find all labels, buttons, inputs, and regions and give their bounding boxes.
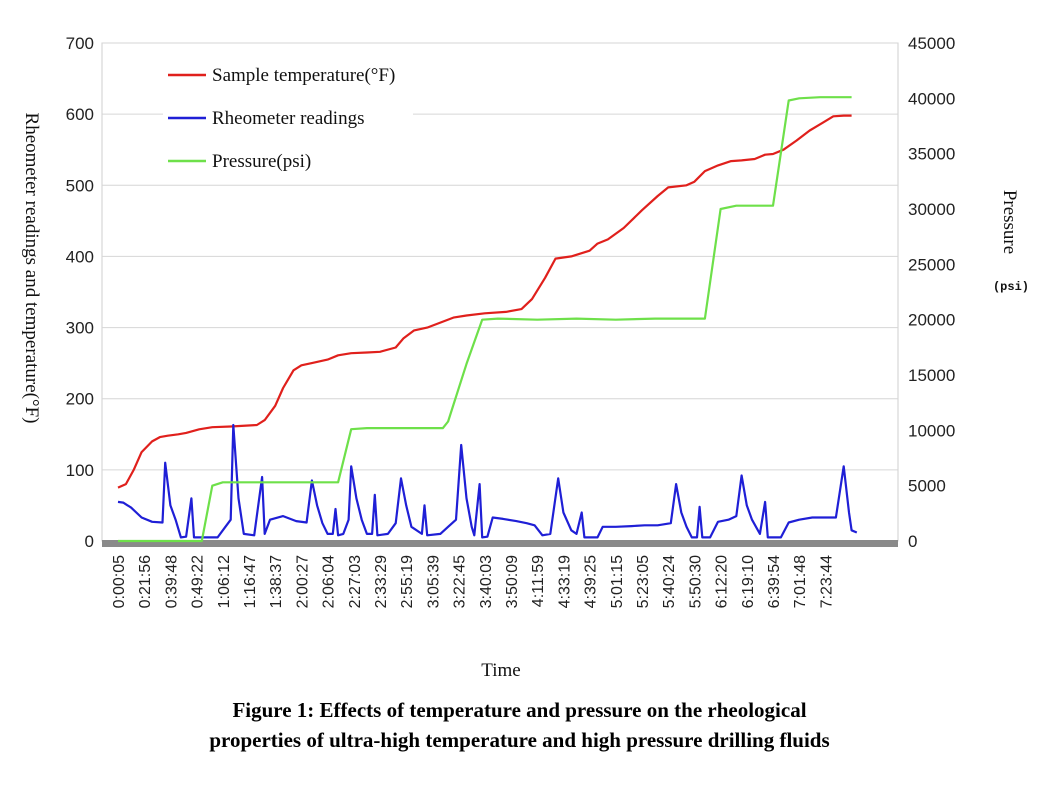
x-tick-label: 4:39:25: [583, 555, 600, 608]
x-tick-label: 0:00:05: [111, 555, 128, 608]
x-axis-baseline: [102, 540, 898, 547]
right-y-axis: 0 5000 10000 15000 20000 25000 30000 35000 40000…: [908, 34, 955, 551]
left-y-tick-label: 500: [66, 176, 94, 195]
left-y-tick-label: 400: [66, 247, 94, 266]
x-tick-label: 3:22:45: [452, 555, 469, 608]
x-tick-label: 2:55:19: [399, 555, 416, 608]
series-lines: [117, 96, 858, 543]
left-y-tick-label: 600: [66, 105, 94, 124]
x-tick-label: 1:16:47: [242, 555, 259, 608]
right-y-tick-label: 25000: [908, 255, 955, 274]
x-tick-label: 5:23:05: [635, 555, 652, 608]
legend-box: [163, 56, 413, 184]
right-y-tick-label: 10000: [908, 421, 955, 440]
x-tick-label: 2:27:03: [347, 555, 364, 608]
x-tick-label: 5:40:24: [661, 555, 678, 608]
right-y-tick-label: 5000: [908, 477, 946, 496]
figure-caption-line-2: properties of ultra-high temperature and…: [209, 728, 830, 752]
left-y-tick-label: 700: [66, 34, 94, 53]
series-line-0: [117, 114, 852, 489]
right-y-tick-label: 45000: [908, 34, 955, 53]
legend-label-0: Sample temperature(°F): [212, 65, 395, 86]
x-tick-label: 6:19:10: [740, 555, 757, 608]
left-y-tick-label: 0: [85, 532, 94, 551]
x-tick-label: 3:05:39: [425, 555, 442, 608]
figure-caption-line-1: Figure 1: Effects of temperature and pre…: [232, 698, 807, 722]
x-tick-label: 3:50:09: [504, 555, 521, 608]
chart-svg: 0 100 200 300 400 500 600 700 0 5000 10000 15000 20…: [21, 34, 1029, 681]
x-axis: 0:00:05 0:21:56 0:39:48 0:49:22 1:06:12 1:16:…: [111, 555, 835, 608]
left-y-tick-label: 300: [66, 319, 94, 338]
x-tick-label: 5:01:15: [609, 555, 626, 608]
x-tick-label: 0:21:56: [137, 555, 154, 608]
left-y-tick-label: 200: [66, 390, 94, 409]
right-y-tick-label: 0: [908, 532, 917, 551]
legend-label-1: Rheometer readings: [212, 108, 364, 129]
x-tick-label: 7:01:48: [792, 555, 809, 608]
x-tick-label: 1:38:37: [268, 555, 285, 608]
x-tick-label: 7:23:44: [818, 555, 835, 608]
x-tick-label: 2:06:04: [321, 555, 338, 608]
right-y-tick-label: 15000: [908, 366, 955, 385]
x-tick-label: 4:33:19: [556, 555, 573, 608]
right-y-tick-label: 20000: [908, 311, 955, 330]
legend-label-2: Pressure(psi): [212, 151, 311, 172]
right-y-tick-label: 30000: [908, 200, 955, 219]
right-y-tick-label: 35000: [908, 145, 955, 164]
right-y-axis-unit: (psi): [993, 280, 1029, 294]
x-tick-label: 2:00:27: [294, 555, 311, 608]
x-tick-label: 1:06:12: [216, 555, 233, 608]
x-tick-label: 0:49:22: [190, 555, 207, 608]
right-y-axis-title: Pressure: [999, 190, 1020, 254]
legend: Sample temperature(°F) Rheometer readings…: [163, 56, 413, 184]
left-y-axis-title: Rheometer readings and temperature(°F): [21, 113, 42, 424]
x-tick-label: 3:40:03: [478, 555, 495, 608]
left-y-axis: 0 100 200 300 400 500 600 700: [66, 34, 94, 551]
left-y-tick-label: 100: [66, 461, 94, 480]
x-tick-label: 6:12:20: [714, 555, 731, 608]
x-tick-label: 5:50:30: [687, 555, 704, 608]
right-y-tick-label: 40000: [908, 89, 955, 108]
x-tick-label: 2:33:29: [373, 555, 390, 608]
x-tick-label: 6:39:54: [766, 555, 783, 608]
x-axis-title: Time: [481, 660, 520, 681]
series-line-2: [118, 96, 852, 543]
x-tick-label: 4:11:59: [530, 555, 547, 607]
series-line-1: [117, 423, 858, 539]
x-tick-label: 0:39:48: [163, 555, 180, 608]
